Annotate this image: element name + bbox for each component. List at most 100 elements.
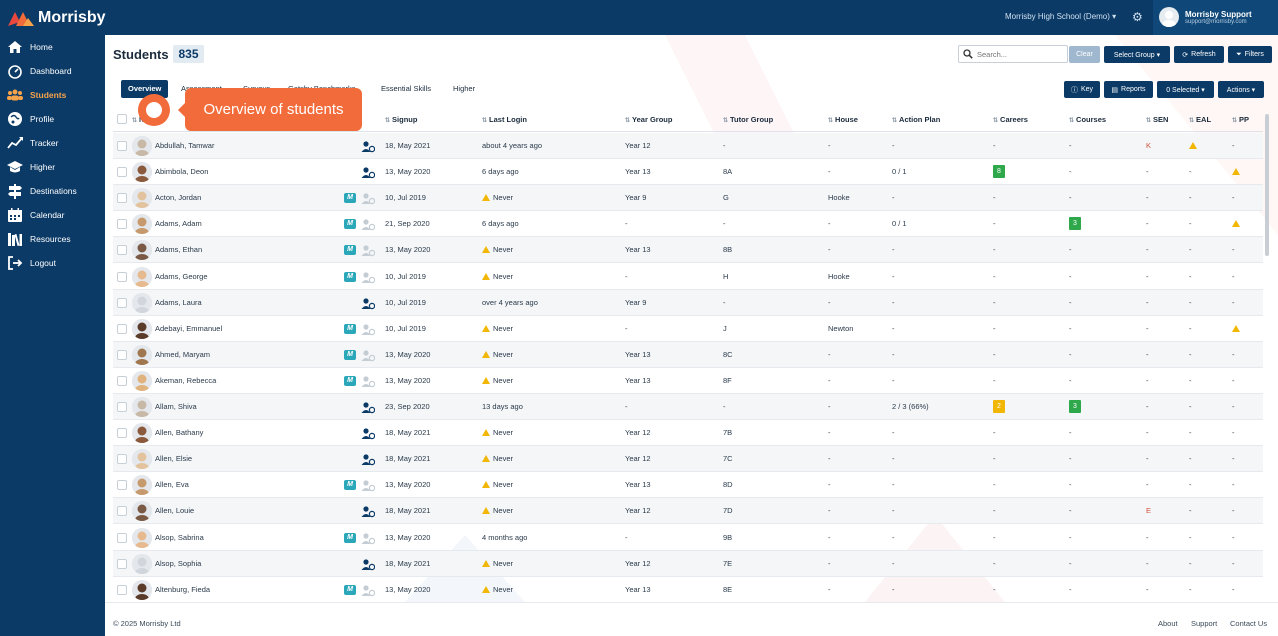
table-row[interactable]: Adams, George M 10, Jul 2019 Never - H Hooke - -… (113, 264, 1263, 290)
row-checkbox[interactable] (117, 584, 127, 595)
actions-dropdown[interactable]: Actions ▾ (1218, 81, 1264, 98)
footer-link-support[interactable]: Support (1191, 619, 1218, 628)
table-row[interactable]: Altenburg, Fieda M 13, May 2020 Never Year 1… (113, 577, 1263, 602)
table-row[interactable]: Adams, Adam M 21, Sep 2020 6 days ago - - - 0 /… (113, 211, 1263, 238)
student-name[interactable]: Altenburg, Fieda (155, 584, 211, 594)
row-checkbox[interactable] (117, 349, 127, 360)
select-all-checkbox[interactable] (117, 114, 127, 124)
sidebar-item-calendar[interactable]: Calendar (0, 204, 105, 226)
footer-link-about[interactable]: About (1158, 619, 1178, 628)
row-checkbox[interactable] (117, 167, 127, 178)
row-checkbox[interactable] (117, 271, 127, 282)
student-name[interactable]: Allen, Elsie (155, 454, 193, 464)
table-row[interactable]: Akeman, Rebecca M 13, May 2020 Never Year 13… (113, 368, 1263, 394)
sidebar-item-students[interactable]: Students (0, 84, 105, 106)
select-group-button[interactable]: Select Group ▾ (1104, 46, 1170, 63)
sidebar-item-dashboard[interactable]: Dashboard (0, 60, 105, 82)
selected-dropdown[interactable]: 0 Selected ▾ (1157, 81, 1214, 98)
courses-count-badge[interactable]: 3 (1069, 400, 1081, 413)
table-row[interactable]: Alsop, Sophia 18, May 2021 Never Year 12 7E -… (113, 550, 1263, 577)
table-row[interactable]: Abimbola, Deon 13, May 2020 6 days ago Year… (113, 159, 1263, 186)
sidebar-item-higher[interactable]: Higher (0, 156, 105, 178)
footer-link-contact[interactable]: Contact Us (1230, 619, 1268, 628)
row-checkbox[interactable] (117, 558, 127, 569)
student-name[interactable]: Adams, Ethan (155, 245, 203, 255)
school-selector[interactable]: Morrisby High School (Demo) ▾ (1005, 12, 1117, 21)
row-checkbox[interactable] (117, 506, 127, 517)
row-checkbox[interactable] (117, 454, 127, 465)
column-header-action-plan[interactable]: ⇅ Action Plan (892, 115, 940, 124)
refresh-button[interactable]: ⟳ Refresh (1174, 46, 1224, 63)
column-header-house[interactable]: ⇅ House (828, 115, 858, 124)
row-checkbox[interactable] (117, 428, 127, 439)
row-checkbox[interactable] (117, 480, 127, 491)
key-button[interactable]: ⓘ Key (1064, 81, 1100, 98)
careers-count-badge[interactable]: 8 (993, 165, 1005, 179)
table-row[interactable]: Allen, Elsie 18, May 2021 Never Year 12 7C - -… (113, 446, 1263, 473)
table-row[interactable]: Adebayi, Emmanuel M 10, Jul 2019 Never - J New… (113, 316, 1263, 342)
table-row[interactable]: Abdullah, Tamwar 18, May 2021 about 4 year… (113, 133, 1263, 159)
careers-count-badge[interactable]: 2 (993, 400, 1005, 413)
settings-gear-icon[interactable]: ⚙ (1132, 10, 1143, 24)
student-name[interactable]: Adams, Adam (155, 219, 202, 229)
filters-button[interactable]: ⏷ Filters (1228, 46, 1272, 63)
student-name[interactable]: Alsop, Sophia (155, 558, 202, 568)
table-row[interactable]: Allam, Shiva 23, Sep 2020 13 days ago - - - 2 … (113, 394, 1263, 420)
student-name[interactable]: Ahmed, Maryam (155, 349, 211, 359)
row-checkbox[interactable] (117, 297, 127, 308)
user-menu[interactable]: Morrisby Support support@morrisby.com (1153, 0, 1278, 35)
student-name[interactable]: Acton, Jordan (155, 193, 202, 203)
student-name[interactable]: Allam, Shiva (155, 402, 197, 411)
table-row[interactable]: Alsop, Sabrina M 13, May 2020 4 months ago -… (113, 525, 1263, 551)
sidebar-item-logout[interactable]: Logout (0, 252, 105, 274)
column-header-careers[interactable]: ⇅ Careers (993, 115, 1028, 124)
search-box[interactable] (958, 45, 1068, 63)
table-row[interactable]: Adams, Ethan M 13, May 2020 Never Year 13 8B -… (113, 237, 1263, 264)
student-name[interactable]: Allen, Bathany (155, 428, 204, 438)
row-checkbox[interactable] (117, 245, 127, 256)
student-name[interactable]: Adams, George (155, 271, 208, 281)
courses-count-badge[interactable]: 3 (1069, 217, 1081, 231)
tab-higher[interactable]: Higher (453, 84, 476, 93)
row-checkbox[interactable] (117, 532, 127, 543)
sidebar-item-resources[interactable]: Resources (0, 228, 105, 250)
student-name[interactable]: Alsop, Sabrina (155, 532, 204, 542)
row-checkbox[interactable] (117, 402, 127, 412)
student-name[interactable]: Adams, Laura (155, 297, 202, 307)
table-row[interactable]: Allen, Eva M 13, May 2020 Never Year 13 8D - - -… (113, 472, 1263, 499)
student-name[interactable]: Allen, Eva (155, 480, 189, 490)
column-header-last-login[interactable]: ⇅ Last Login (482, 115, 527, 124)
table-row[interactable]: Allen, Bathany 18, May 2021 Never Year 12 7B… (113, 420, 1263, 447)
column-header-eal[interactable]: ⇅ EAL (1189, 115, 1211, 124)
student-name[interactable]: Abimbola, Deon (155, 167, 209, 177)
student-name[interactable]: Adebayi, Emmanuel (155, 323, 223, 333)
row-checkbox[interactable] (117, 375, 127, 386)
search-input[interactable] (977, 48, 1065, 60)
sidebar-item-destinations[interactable]: Destinations (0, 180, 105, 202)
tour-hotspot[interactable] (138, 94, 170, 126)
sidebar-item-home[interactable]: Home (0, 36, 105, 58)
table-row[interactable]: Allen, Louie 18, May 2021 Never Year 12 7D - -… (113, 498, 1263, 525)
student-name[interactable]: Allen, Louie (155, 506, 195, 516)
table-row[interactable]: Ahmed, Maryam M 13, May 2020 Never Year 13 8C… (113, 341, 1263, 368)
column-header-pp[interactable]: ⇅ PP (1232, 115, 1249, 124)
column-header-signup[interactable]: ⇅ Signup (385, 115, 417, 124)
morrisby-logo[interactable]: Morrisby (8, 8, 106, 28)
column-header-courses[interactable]: ⇅ Courses (1069, 115, 1106, 124)
row-checkbox[interactable] (117, 193, 127, 204)
sidebar-item-profile[interactable]: Profile (0, 108, 105, 130)
student-name[interactable]: Abdullah, Tamwar (155, 141, 215, 150)
row-checkbox[interactable] (117, 141, 127, 151)
row-checkbox[interactable] (117, 219, 127, 230)
reports-button[interactable]: ▤ Reports (1104, 81, 1153, 98)
table-row[interactable]: Acton, Jordan M 10, Jul 2019 Never Year 9 G Ho… (113, 185, 1263, 212)
table-row[interactable]: Adams, Laura 10, Jul 2019 over 4 years ago… (113, 289, 1263, 316)
clear-button[interactable]: Clear (1069, 46, 1100, 63)
student-name[interactable]: Akeman, Rebecca (155, 375, 217, 385)
tab-essential-skills[interactable]: Essential Skills (381, 84, 432, 93)
row-checkbox[interactable] (117, 323, 127, 334)
table-scrollbar[interactable] (1265, 114, 1269, 256)
column-header-sen[interactable]: ⇅ SEN (1146, 115, 1168, 124)
column-header-tutor-group[interactable]: ⇅ Tutor Group (723, 115, 773, 124)
tab-overview[interactable]: Overview (121, 80, 169, 98)
